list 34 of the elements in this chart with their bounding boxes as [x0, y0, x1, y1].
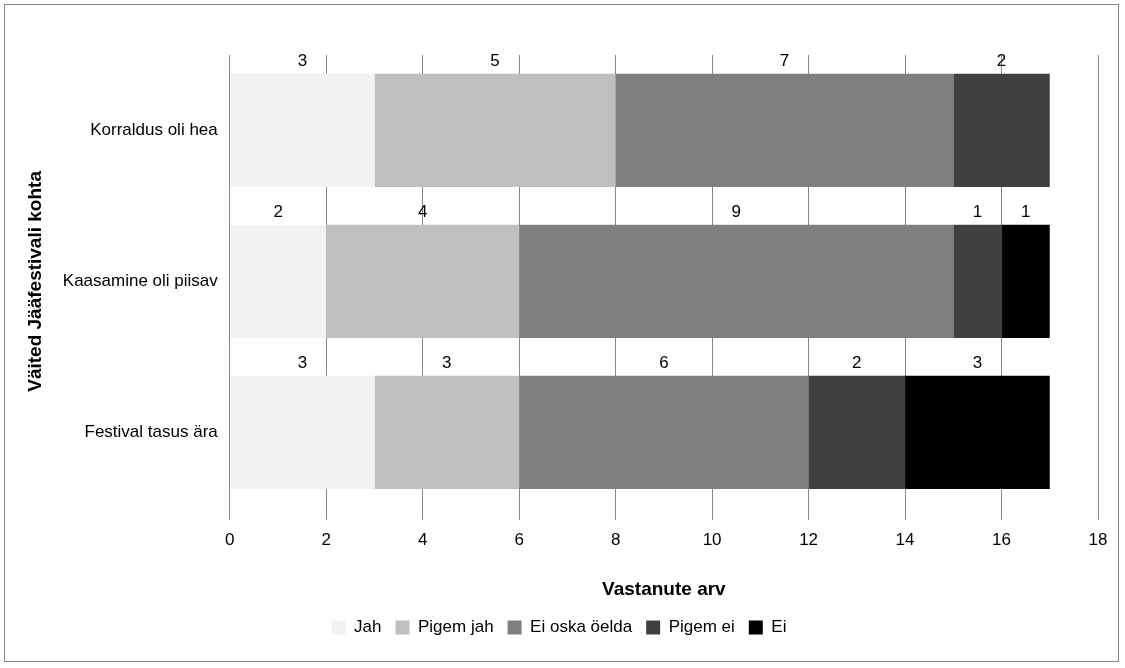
data-label: 3	[442, 352, 452, 372]
data-label: 5	[490, 51, 500, 71]
data-label: 1	[972, 201, 983, 221]
y-axis-title: Väited Jääfestivali kohta	[23, 170, 45, 392]
data-label: 4	[417, 201, 428, 221]
x-tick-label: 0	[225, 529, 235, 549]
y-tick-label: Festival tasus ära	[84, 422, 219, 442]
x-tick-label: 2	[321, 529, 331, 549]
data-label: 7	[779, 51, 790, 71]
x-tick-label: 12	[799, 529, 819, 549]
data-label: 6	[659, 352, 669, 372]
x-tick-label: 6	[514, 529, 524, 549]
y-tick-label: Kaasamine oli piisav	[62, 271, 219, 291]
data-label: 3	[297, 51, 308, 71]
y-tick-label: Korraldus oli hea	[90, 120, 219, 140]
x-tick-label: 4	[417, 529, 428, 549]
x-tick-label: 18	[1088, 529, 1108, 549]
x-tick-label: 8	[610, 529, 621, 549]
data-label: 3	[297, 352, 308, 372]
data-label: 9	[731, 201, 741, 221]
legend-label: Jah	[354, 617, 382, 637]
data-label: 3	[972, 352, 983, 372]
legend-label: Ei oska öelda	[530, 617, 633, 637]
legend-label: Ei	[771, 617, 787, 637]
x-tick-label: 16	[992, 529, 1011, 549]
legend-label: Pigem ei	[668, 617, 735, 637]
data-label: 2	[273, 201, 283, 221]
x-tick-label: 14	[895, 529, 915, 549]
data-label: 1	[1020, 201, 1031, 221]
x-tick-label: 10	[702, 529, 722, 549]
x-axis-title: Vastanute arv	[602, 577, 727, 599]
legend-label: Pigem jah	[418, 617, 494, 637]
data-label: 2	[852, 352, 862, 372]
data-label: 2	[996, 51, 1007, 71]
